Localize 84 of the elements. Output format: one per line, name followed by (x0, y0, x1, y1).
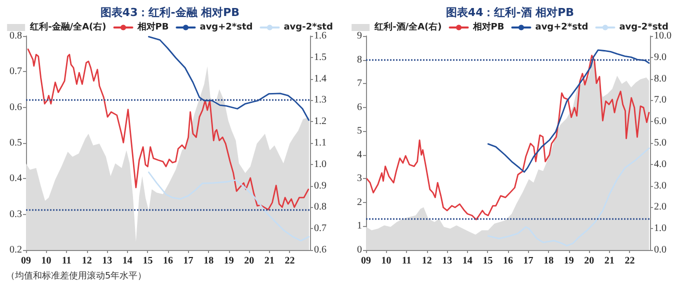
y2-tick-label: 1.2 (314, 116, 326, 128)
y-tick-label: 5 (357, 126, 362, 137)
chart-title: 图表44：红利-酒 相对PB (446, 6, 574, 19)
line-series (366, 54, 650, 220)
y-tick-label: 2 (357, 196, 362, 208)
y-tick-label: 1 (357, 220, 362, 232)
y2-tick-label: 0.7 (314, 223, 326, 234)
x-tick-label: 12 (82, 256, 92, 266)
x-tick-label: 19 (224, 256, 234, 266)
legend-label: avg+2*std (200, 22, 253, 32)
line-series (487, 49, 650, 173)
x-tick-label: 16 (503, 256, 513, 266)
x-tick-label: 18 (204, 256, 214, 266)
x-tick-label: 10 (381, 256, 392, 266)
x-tick-label: 14 (122, 256, 132, 266)
y2-tick-label: 0.9 (314, 180, 326, 192)
y-tick-label: 0.5 (10, 138, 22, 148)
y2-tick-label: 9.0 (654, 52, 666, 63)
y2-tick-label: 1.5 (314, 52, 326, 63)
legend-label: 红利-金融/全A(右) (29, 22, 106, 32)
y-tick-label: 8 (357, 54, 362, 66)
y-tick-label: 6 (357, 102, 362, 113)
x-tick-label: 09 (21, 256, 31, 266)
legend-label: avg+2*std (535, 22, 588, 32)
y2-tick-label: 4.0 (654, 158, 666, 170)
x-tick-label: 21 (604, 256, 614, 266)
x-tick-label: 12 (422, 256, 432, 266)
y2-tick-label: 1.1 (314, 138, 326, 148)
y2-tick-label: 1.0 (654, 223, 666, 234)
y2-tick-label: 1.6 (314, 30, 326, 42)
text: （均值和标准差使用滚动5年水平） (6, 270, 147, 282)
y2-tick-label: 7.0 (654, 94, 666, 106)
y-tick-label: 0.2 (10, 244, 22, 256)
y2-tick-label: 1.3 (314, 94, 326, 106)
y-tick-label: 7 (357, 78, 362, 90)
legend-label: 相对PB (472, 22, 504, 32)
y2-tick-label: 5.0 (654, 138, 666, 148)
x-tick-label: 13 (102, 256, 112, 266)
x-tick-label: 18 (544, 256, 554, 266)
y-tick-label: 9 (357, 30, 362, 42)
x-tick-label: 15 (482, 256, 493, 266)
x-tick-label: 17 (523, 256, 534, 266)
x-tick-label: 22 (284, 256, 295, 266)
y-tick-label: 0.8 (10, 30, 22, 42)
x-tick-label: 19 (564, 256, 574, 266)
y2-tick-label: 3.0 (654, 180, 666, 192)
y-tick-label: 0.3 (10, 208, 22, 220)
x-tick-label: 14 (462, 256, 472, 266)
y-tick-label: 0 (357, 244, 362, 256)
x-tick-label: 11 (402, 256, 412, 266)
chart-title: 图表43：红利-金融 相对PB (100, 6, 240, 19)
y-tick-label: 4 (357, 149, 362, 160)
line-series (487, 148, 650, 246)
y2-tick-label: 2.0 (654, 202, 666, 213)
x-tick-label: 22 (624, 256, 635, 266)
x-tick-label: 17 (183, 256, 194, 266)
y-tick-label: 0.6 (10, 102, 22, 113)
x-tick-label: 11 (62, 256, 72, 266)
legend-label: 红利-酒/全A(右) (374, 22, 442, 32)
legend-label: avg-2*std (619, 22, 668, 32)
x-tick-label: 13 (442, 256, 452, 266)
y-tick-label: 3 (357, 173, 362, 184)
x-tick-label: 10 (41, 256, 52, 266)
x-tick-label: 20 (244, 256, 254, 266)
legend-label: 相对PB (136, 22, 169, 32)
line-series (148, 36, 310, 121)
y-tick-label: 0.4 (10, 173, 22, 184)
y2-tick-label: 0.8 (314, 202, 326, 213)
y2-tick-label: 10.0 (654, 30, 672, 42)
y2-tick-label: 1.4 (314, 73, 326, 84)
y2-tick-label: 6.0 (654, 116, 666, 128)
line-series (27, 48, 310, 210)
x-tick-label: 16 (163, 256, 173, 266)
y2-tick-label: 0.6 (314, 244, 326, 256)
y-tick-label: 0.7 (10, 66, 22, 78)
y2-tick-label: 8.0 (654, 73, 666, 84)
line-series (148, 172, 310, 242)
y2-tick-label: 0.0 (654, 244, 666, 256)
x-tick-label: 20 (584, 256, 594, 266)
x-tick-label: 21 (264, 256, 274, 266)
legend-label: avg-2*std (284, 22, 333, 32)
y2-tick-label: 1.0 (314, 158, 326, 170)
x-tick-label: 09 (361, 256, 371, 266)
x-tick-label: 15 (142, 256, 153, 266)
